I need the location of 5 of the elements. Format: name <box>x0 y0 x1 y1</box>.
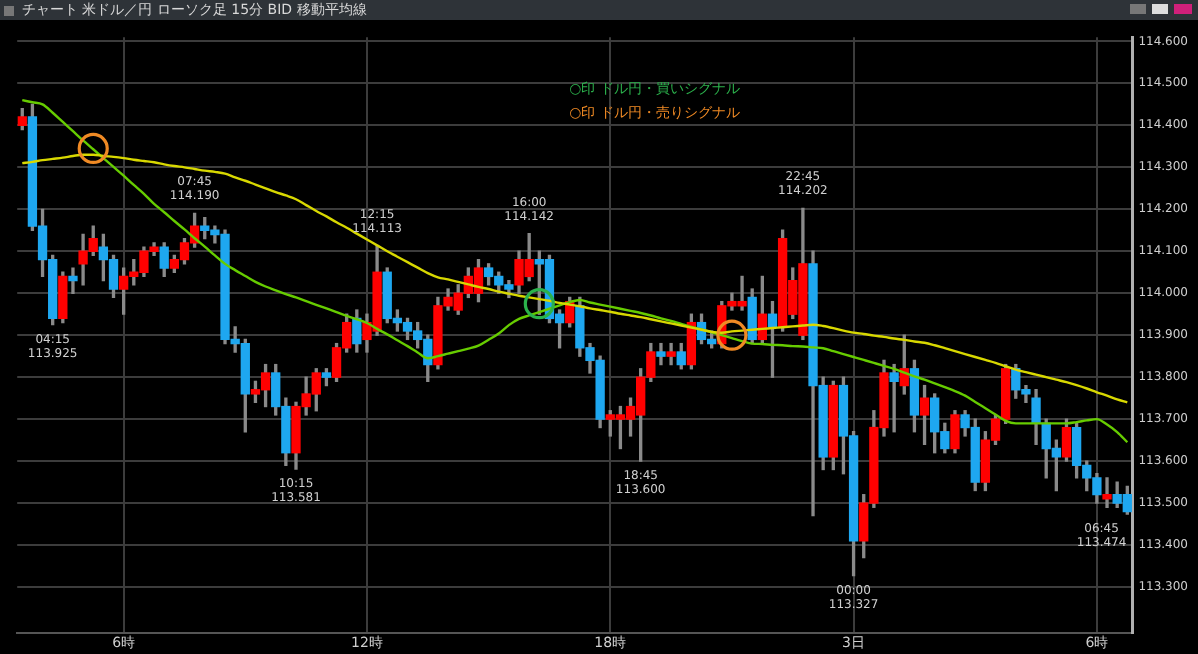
point <box>716 319 748 351</box>
point <box>523 288 555 320</box>
candlestick <box>1102 477 1112 508</box>
point <box>77 132 109 165</box>
candlestick <box>889 363 899 433</box>
